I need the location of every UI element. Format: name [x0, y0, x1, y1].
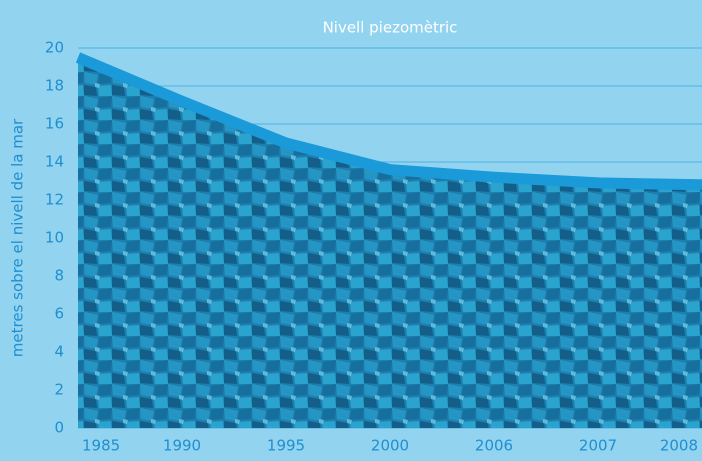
y-tick-label: 12 [45, 191, 64, 209]
y-tick-label: 16 [45, 115, 64, 133]
chart-title: Nivell piezomètric [323, 19, 458, 37]
y-tick-label: 18 [45, 77, 64, 95]
x-tick-label: 2006 [475, 437, 513, 455]
y-axis-label: metres sobre el nivell de la mar [9, 118, 27, 357]
y-tick-label: 8 [54, 267, 64, 285]
line [75, 52, 702, 191]
y-tick-label: 6 [54, 305, 64, 323]
x-tick-label: 1985 [82, 437, 120, 455]
y-tick-label: 10 [45, 229, 64, 247]
x-tick-label: 2008 [660, 437, 698, 455]
x-tick-label: 2007 [579, 437, 617, 455]
y-tick-label: 4 [54, 343, 64, 361]
x-tick-label: 1990 [163, 437, 201, 455]
y-tick-label: 0 [54, 419, 64, 437]
y-tick-label: 14 [45, 153, 64, 171]
y-tick-label: 2 [54, 381, 64, 399]
y-tick-label: 20 [45, 39, 64, 57]
area [78, 57, 702, 428]
x-tick-label: 1995 [267, 437, 305, 455]
x-tick-label: 2000 [371, 437, 409, 455]
